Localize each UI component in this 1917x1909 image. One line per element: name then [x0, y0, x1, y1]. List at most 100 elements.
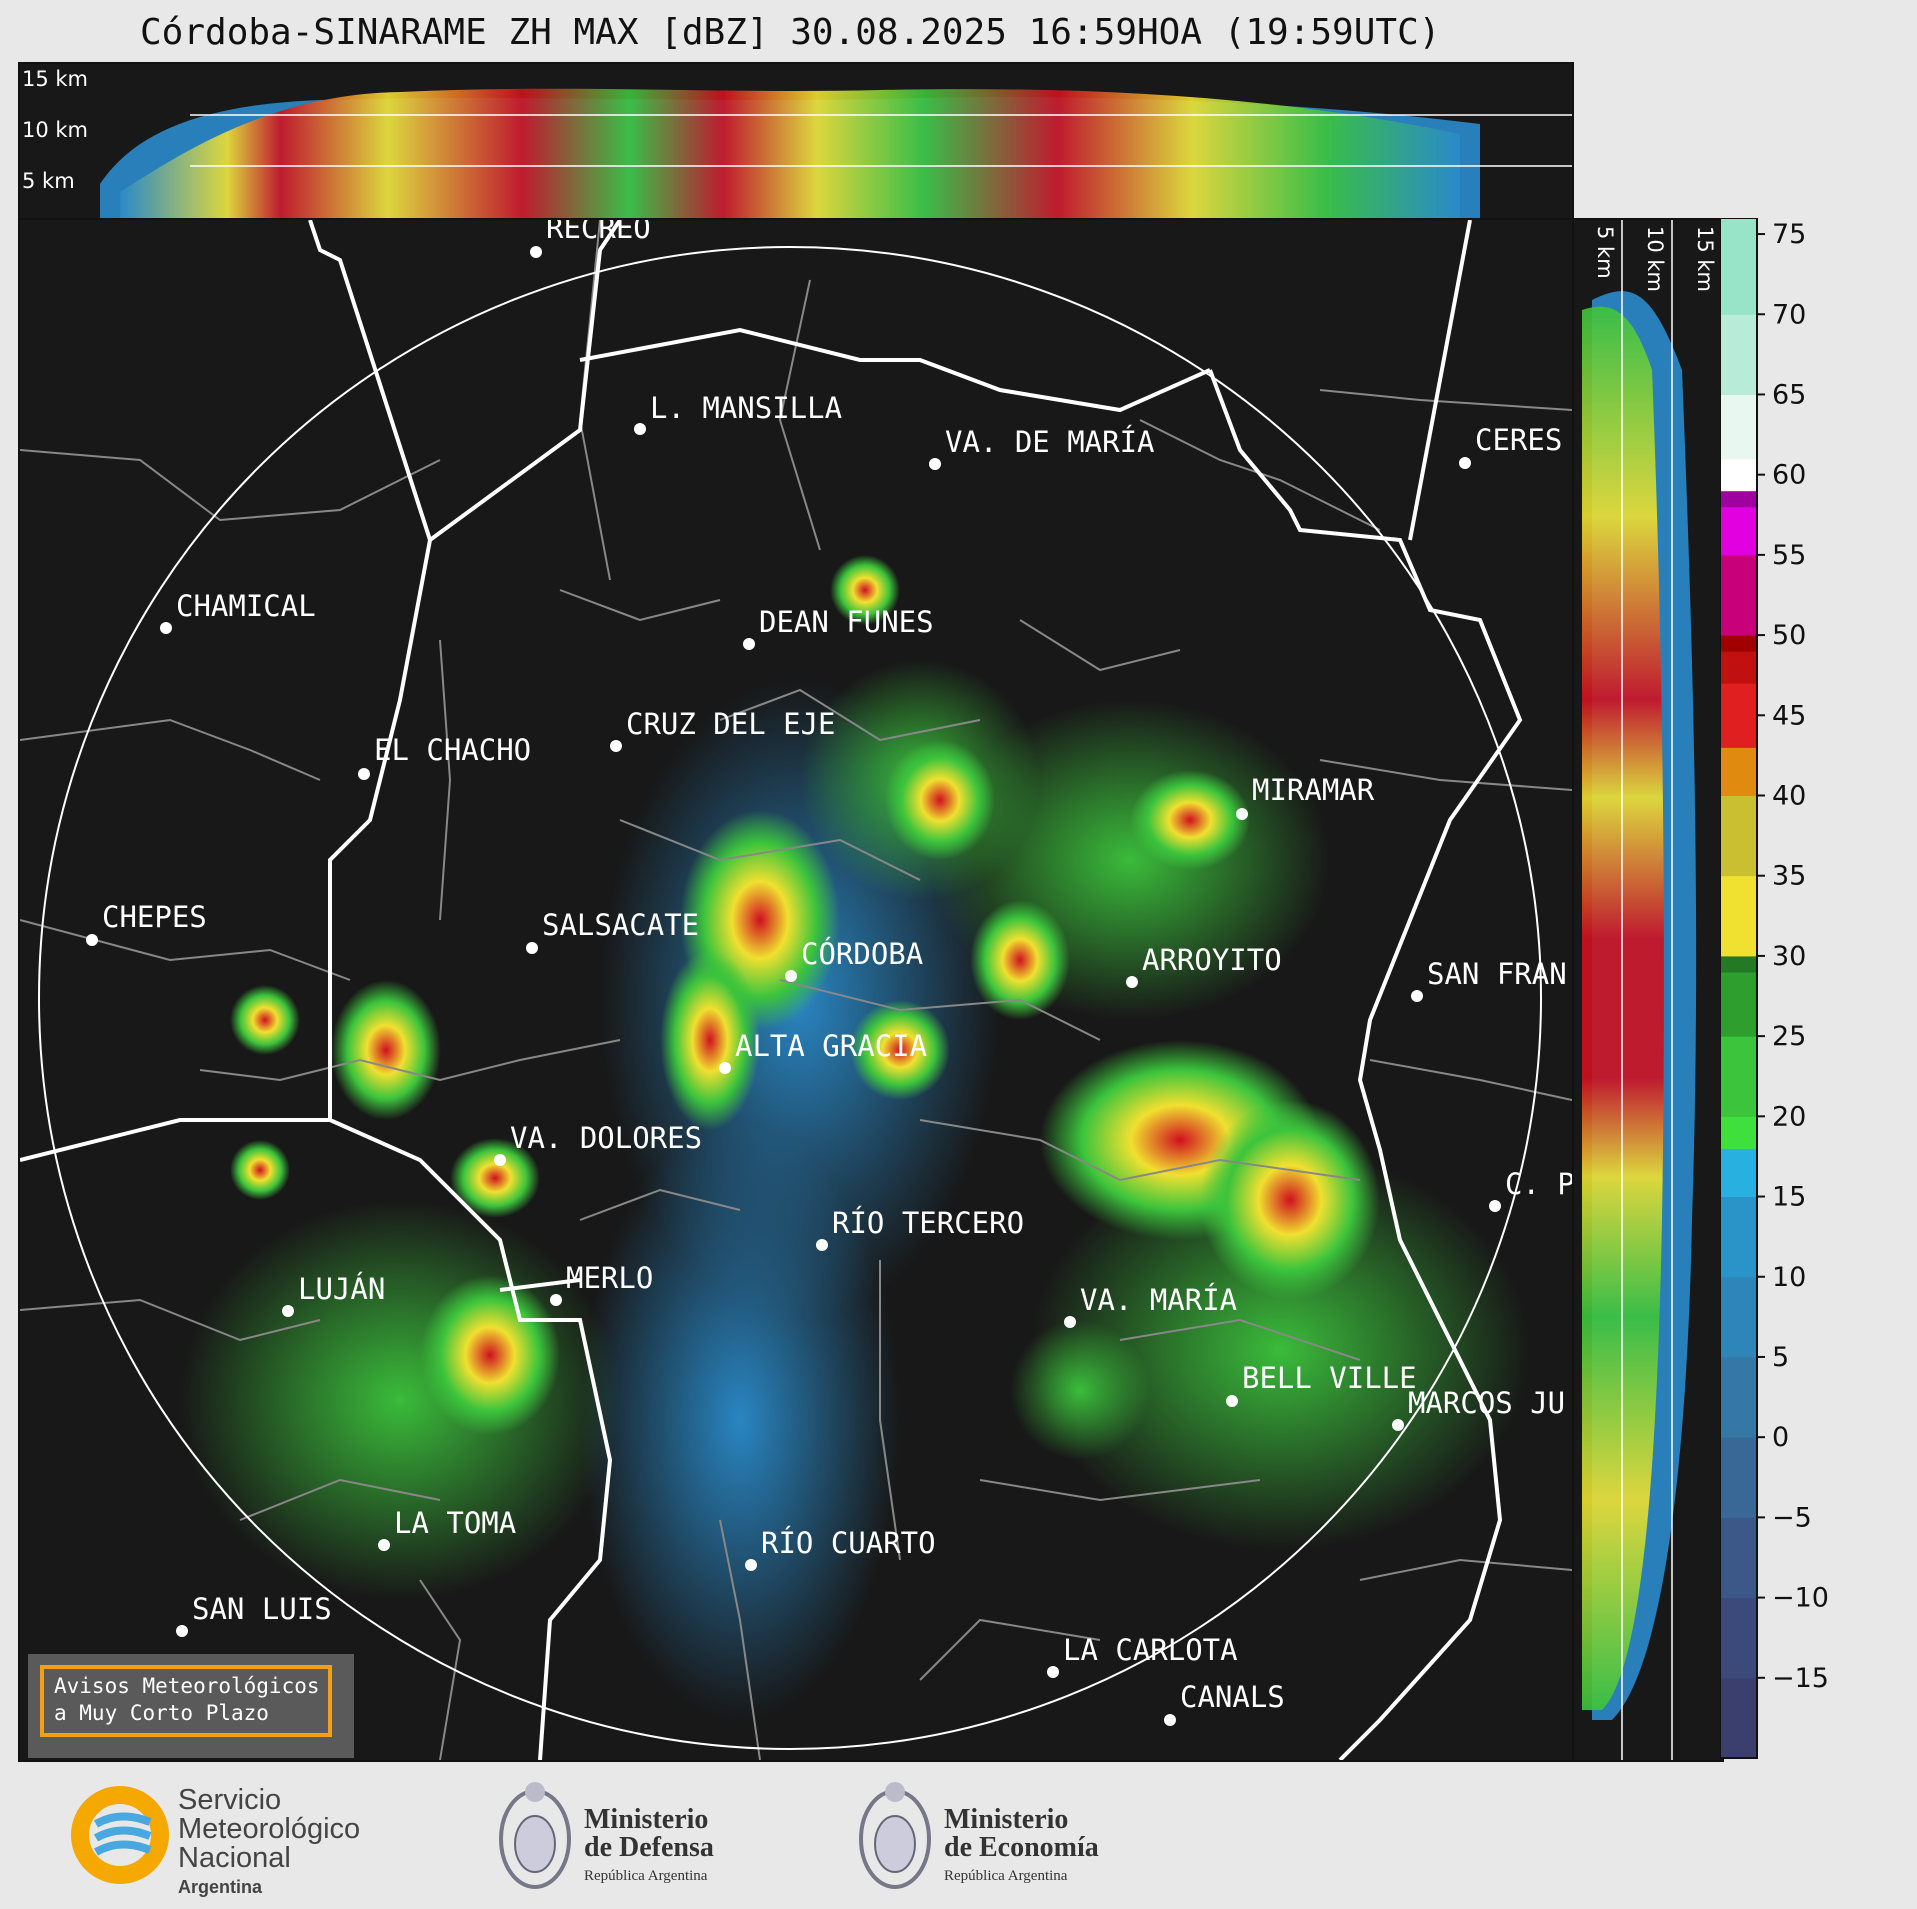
- colorbar-tick-label: −10: [1772, 1583, 1829, 1614]
- colorbar-band: [1720, 1725, 1757, 1743]
- defensa-seal-icon: [499, 1782, 571, 1889]
- colorbar-band: [1720, 1485, 1757, 1502]
- city-label-va-maria: VA. MARÍA: [1080, 1283, 1237, 1317]
- colorbar-band: [1720, 795, 1757, 813]
- colorbar-band: [1720, 667, 1757, 684]
- colorbar-tick-label: −15: [1772, 1663, 1829, 1694]
- city-marker-l-mansilla: [634, 423, 646, 435]
- colorbar-band: [1720, 1597, 1757, 1615]
- colorbar-band: [1720, 1453, 1757, 1470]
- colorbar-band: [1720, 1661, 1757, 1679]
- defensa-line-2: de Defensa: [584, 1832, 714, 1863]
- smn-line-4: Argentina: [178, 1877, 263, 1897]
- colorbar-band: [1720, 1741, 1757, 1759]
- city-marker-ceres: [1459, 457, 1471, 469]
- colorbar-tick-label: 20: [1772, 1101, 1806, 1132]
- smn-line-2: Meteorológico: [178, 1813, 361, 1845]
- colorbar-band: [1720, 1276, 1757, 1294]
- colorbar-band: [1720, 1340, 1757, 1358]
- colorbar-band: [1720, 747, 1757, 764]
- colorbar-band: [1720, 1677, 1757, 1695]
- city-marker-marcos-ju: [1392, 1419, 1404, 1431]
- colorbar-tick-label: 5: [1772, 1342, 1789, 1373]
- aviso-line-2: a Muy Corto Plazo: [54, 1701, 269, 1725]
- city-label-arroyito: ARROYITO: [1142, 943, 1282, 977]
- city-label-san-fran: SAN FRAN: [1427, 957, 1567, 991]
- colorbar: 75 70 65 60 55 50 45 40 35 30 25 20 15 10 5 0 −5 −10 −15: [1720, 218, 1917, 1762]
- colorbar-band: [1720, 1116, 1757, 1133]
- colorbar-band: [1720, 282, 1757, 299]
- city-label-san-luis: SAN LUIS: [192, 1592, 332, 1626]
- colorbar-tick-label: 40: [1772, 781, 1806, 812]
- colorbar-tick-label: 30: [1772, 941, 1806, 972]
- colorbar-band: [1720, 907, 1757, 925]
- city-label-merlo: MERLO: [566, 1261, 653, 1295]
- colorbar-band: [1720, 875, 1757, 893]
- colorbar-band: [1720, 586, 1757, 604]
- colorbar-band: [1720, 1164, 1757, 1181]
- colorbar-tick-label: 45: [1772, 700, 1806, 731]
- city-marker-salsacate: [526, 942, 538, 954]
- colorbar-tick-label: 15: [1772, 1182, 1806, 1213]
- colorbar-band: [1720, 1437, 1757, 1454]
- colorbar-band: [1720, 811, 1757, 829]
- colorbar-band: [1720, 1549, 1757, 1566]
- city-label-ceres: CERES: [1475, 423, 1562, 457]
- city-marker-c-p: [1489, 1200, 1501, 1212]
- colorbar-band: [1720, 1405, 1757, 1422]
- aviso-frame: Avisos Meteorológicos a Muy Corto Plazo: [40, 1665, 332, 1737]
- colorbar-band: [1720, 1565, 1757, 1583]
- economia-logo-text: Ministerio de Economía República Argenti…: [944, 1806, 1099, 1890]
- radar-map: RECREO L. MANSILLA VA. DE MARÍA CERES CH…: [18, 218, 1574, 1762]
- footer-logos: [0, 1762, 1917, 1909]
- colorbar-band: [1720, 1517, 1757, 1534]
- city-marker-arroyito: [1126, 976, 1138, 988]
- colorbar-band: [1720, 1148, 1757, 1165]
- top-km-5: 5 km: [22, 169, 75, 193]
- colorbar-band: [1720, 1084, 1757, 1101]
- city-marker-san-fran: [1411, 990, 1423, 1002]
- colorbar-band: [1720, 426, 1757, 444]
- side-km-15: 15 km: [1693, 226, 1717, 292]
- city-label-cruz-del-eje: CRUZ DEL EJE: [626, 707, 836, 741]
- colorbar-tick-label: 60: [1772, 460, 1806, 491]
- city-label-recreo: RECREO: [546, 220, 651, 245]
- colorbar-band: [1720, 218, 1757, 235]
- colorbar-band: [1720, 474, 1757, 492]
- colorbar-band: [1720, 988, 1757, 1005]
- colorbar-band: [1720, 1324, 1757, 1342]
- colorbar-band: [1720, 1373, 1757, 1390]
- city-marker-va-maria: [1064, 1316, 1076, 1328]
- smn-logo-icon: [71, 1786, 169, 1884]
- colorbar-band: [1720, 923, 1757, 941]
- colorbar-band: [1720, 570, 1757, 588]
- colorbar-band: [1720, 394, 1757, 411]
- colorbar-tick-label: −5: [1772, 1502, 1812, 1533]
- colorbar-tick-label: 35: [1772, 861, 1806, 892]
- city-label-l-mansilla: L. MANSILLA: [650, 391, 842, 425]
- city-label-lujan: LUJÁN: [298, 1272, 385, 1306]
- colorbar-band: [1720, 1501, 1757, 1518]
- defensa-line-1: Ministerio: [584, 1804, 709, 1835]
- city-marker-chepes: [86, 934, 98, 946]
- colorbar-band: [1720, 955, 1757, 973]
- colorbar-band: [1720, 554, 1757, 572]
- city-label-la-carlota: LA CARLOTA: [1063, 1633, 1238, 1667]
- city-marker-san-luis: [176, 1625, 188, 1637]
- city-label-chamical: CHAMICAL: [176, 589, 316, 623]
- colorbar-band: [1720, 1356, 1757, 1374]
- city-marker-chamical: [160, 622, 172, 634]
- top-km-15: 15 km: [22, 67, 88, 91]
- colorbar-band: [1720, 635, 1757, 652]
- city-marker-rio-cuarto: [745, 1559, 757, 1571]
- colorbar-band: [1720, 603, 1757, 620]
- city-label-cordoba: CÓRDOBA: [801, 937, 923, 971]
- city-label-rio-tercero: RÍO TERCERO: [832, 1206, 1024, 1240]
- colorbar-band: [1720, 538, 1757, 556]
- colorbar-band: [1720, 619, 1757, 636]
- colorbar-band: [1720, 1020, 1757, 1037]
- colorbar-band: [1720, 362, 1757, 379]
- city-marker-cruz-del-eje: [610, 740, 622, 752]
- colorbar-band: [1720, 859, 1757, 877]
- colorbar-band: [1720, 266, 1757, 283]
